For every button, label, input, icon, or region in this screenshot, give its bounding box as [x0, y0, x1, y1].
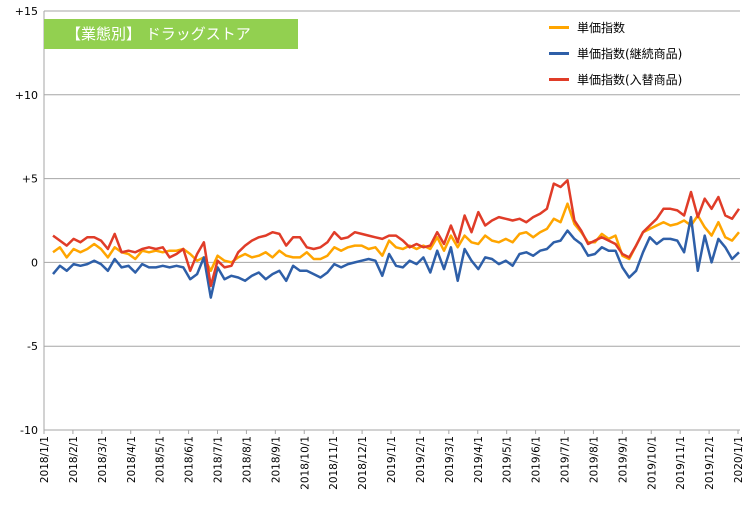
- legend-swatch-unit-price-index: [549, 25, 569, 29]
- x-tick-label-4: 2018/5/1: [155, 436, 167, 483]
- legend-label-continuing-products: 単価指数(継続商品): [577, 46, 683, 61]
- x-tick-label-23: 2019/12/1: [704, 436, 716, 490]
- x-tick-label-12: 2019/1/1: [386, 436, 398, 483]
- y-tick-label-5: -10: [20, 424, 38, 437]
- x-axis-ticks: 2018/1/1 2018/2/1 2018/3/1 2018/4/1 2018/5/1…: [39, 430, 745, 490]
- y-tick-label-0: +15: [15, 5, 38, 18]
- x-tick-label-13: 2019/2/1: [415, 436, 427, 483]
- legend-item-replacement-products: 単価指数(入替商品): [549, 66, 682, 92]
- x-tick-label-7: 2018/8/1: [241, 436, 253, 483]
- x-tick-label-5: 2018/6/1: [184, 436, 196, 483]
- x-tick-label-3: 2018/4/1: [126, 436, 138, 483]
- series-line-0: [52, 202, 740, 273]
- x-tick-label-19: 2019/8/1: [588, 436, 600, 483]
- x-tick-label-10: 2018/11/1: [328, 436, 340, 490]
- y-tick-label-1: +10: [15, 89, 38, 102]
- legend-swatch-continuing-products: [549, 51, 569, 55]
- x-tick-label-2: 2018/3/1: [97, 436, 109, 483]
- legend-label-replacement-products: 単価指数(入替商品): [577, 72, 683, 87]
- legend-label-unit-price-index: 単価指数: [577, 20, 626, 35]
- x-tick-label-9: 2018/10/1: [299, 436, 311, 490]
- y-tick-label-4: -5: [27, 340, 38, 353]
- x-tick-label-1: 2018/2/1: [68, 436, 80, 483]
- legend-item-unit-price-index: 単価指数: [549, 14, 682, 40]
- legend-swatch-replacement-products: [549, 77, 569, 81]
- x-tick-label-20: 2019/9/1: [617, 436, 629, 483]
- x-tick-label-17: 2019/6/1: [531, 436, 543, 483]
- series-line-1: [52, 215, 740, 299]
- legend: 単価指数 単価指数(継続商品) 単価指数(入替商品): [549, 14, 682, 92]
- y-axis-ticks: +15 +10 +5 0 -5 -10: [15, 5, 38, 437]
- x-tick-label-8: 2018/9/1: [270, 436, 282, 483]
- series-line-2: [52, 179, 741, 288]
- x-tick-label-16: 2019/5/1: [502, 436, 514, 483]
- x-tick-label-0: 2018/1/1: [39, 436, 51, 483]
- y-tick-label-3: 0: [31, 256, 38, 269]
- x-tick-label-22: 2019/11/1: [675, 436, 687, 490]
- x-tick-label-24: 2020/1/1: [733, 436, 745, 483]
- y-tick-label-2: +5: [22, 173, 38, 186]
- x-tick-label-11: 2018/12/1: [357, 436, 369, 490]
- legend-item-continuing-products: 単価指数(継続商品): [549, 40, 682, 66]
- x-tick-label-6: 2018/7/1: [213, 436, 225, 483]
- x-tick-label-15: 2019/4/1: [473, 436, 485, 483]
- series-lines: [52, 179, 741, 299]
- x-tick-label-14: 2019/3/1: [444, 436, 456, 483]
- x-tick-label-18: 2019/7/1: [560, 436, 572, 483]
- chart-title: 【業態別】 ドラッグストア: [44, 19, 298, 49]
- x-tick-label-21: 2019/10/1: [646, 436, 658, 490]
